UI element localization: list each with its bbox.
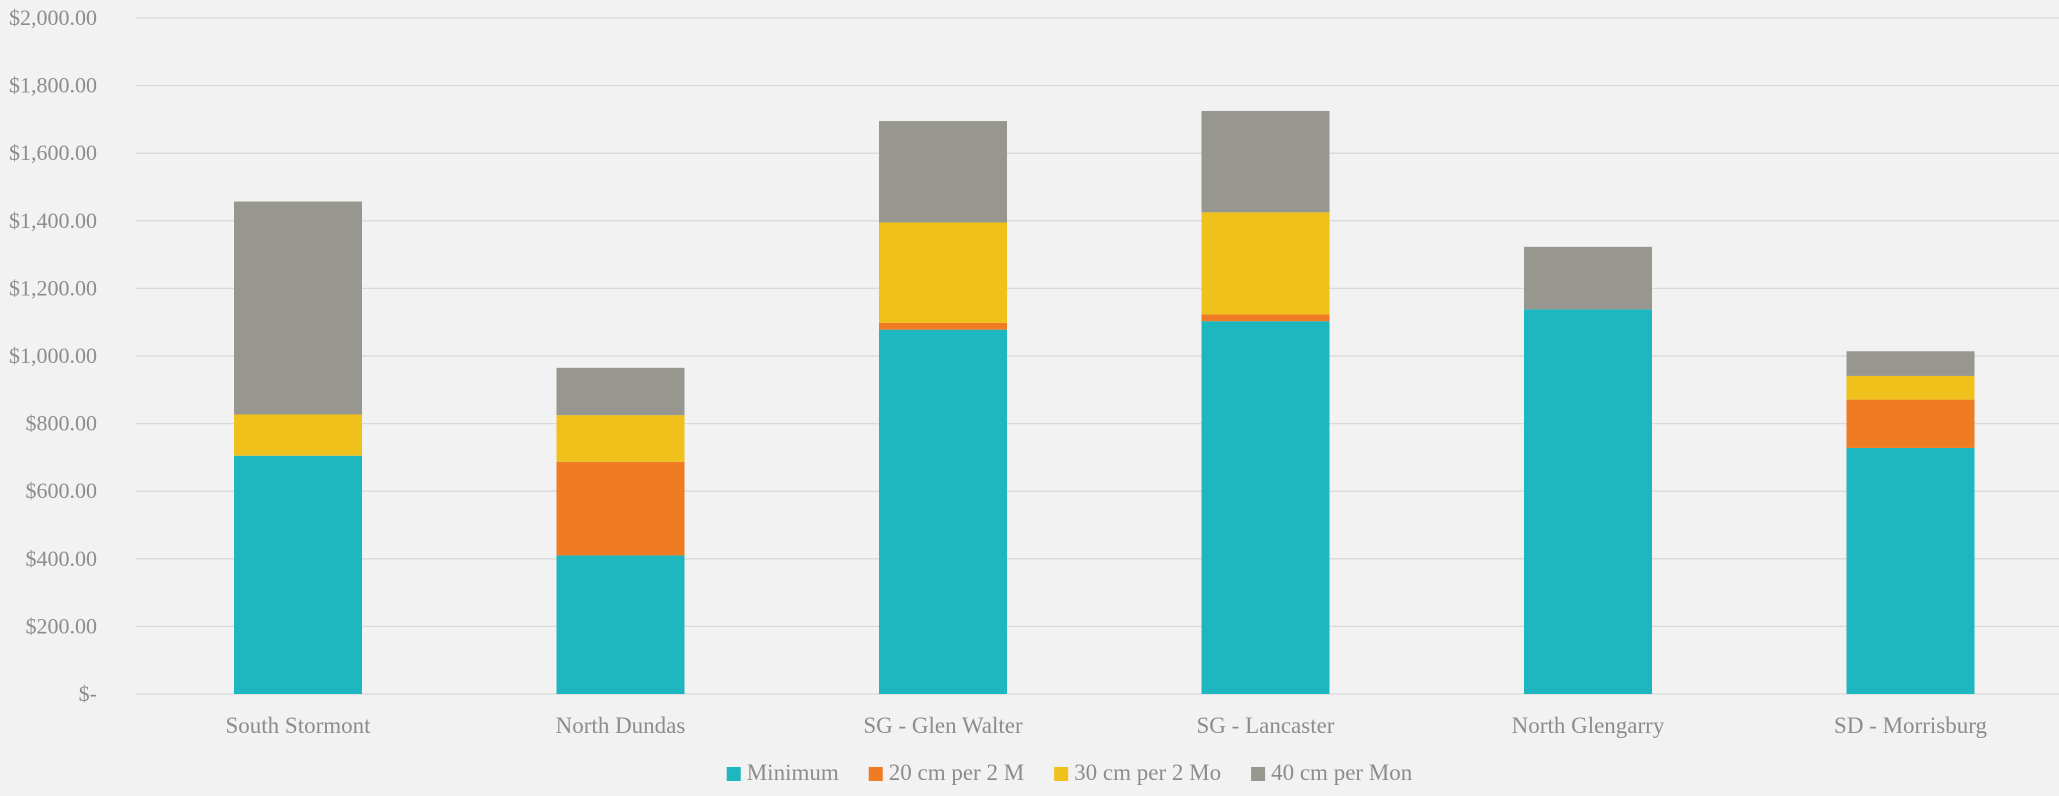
bar-segment — [1846, 447, 1975, 694]
legend-swatch — [726, 767, 741, 781]
bar-segment — [1524, 246, 1652, 310]
bar-segment — [1846, 351, 1975, 376]
x-category-label: North Dundas — [556, 713, 686, 738]
x-category-label: North Glengarry — [1512, 713, 1665, 738]
y-tick-label: $1,000.00 — [9, 343, 97, 368]
y-tick-label: $2,000.00 — [9, 5, 97, 30]
legend-swatch — [1251, 767, 1266, 781]
bar-segment — [1846, 399, 1975, 448]
bar-segment — [879, 222, 1007, 323]
bar-segment — [1524, 309, 1652, 694]
gridlines — [136, 17, 2059, 695]
x-category-label: South Stormont — [225, 713, 371, 738]
y-tick-label: $600.00 — [26, 478, 98, 503]
bar-segment — [234, 201, 362, 415]
y-axis-tick-labels: $- $200.00 $400.00 $600.00 $800.00 $1,000.00 $… — [9, 5, 97, 706]
bar-segment — [556, 415, 685, 462]
y-tick-label: $1,200.00 — [9, 275, 97, 300]
x-category-label: SG - Glen Walter — [863, 713, 1023, 738]
legend-label: 30 cm per 2 Mo — [1074, 760, 1221, 785]
bar-segment — [556, 555, 685, 694]
legend-label: 40 cm per Mon — [1271, 760, 1413, 785]
y-tick-label: $- — [79, 681, 97, 706]
y-tick-label: $1,400.00 — [9, 208, 97, 233]
bar-segment — [879, 322, 1007, 330]
x-category-label: SD - Morrisburg — [1834, 713, 1987, 738]
y-tick-label: $400.00 — [26, 546, 98, 571]
legend-item: Minimum — [726, 760, 839, 785]
bar-segment — [1201, 321, 1330, 694]
y-tick-label: $800.00 — [26, 411, 98, 436]
x-category-label: SG - Lancaster — [1197, 713, 1335, 738]
bar-segment — [879, 121, 1007, 223]
x-axis-category-labels: South Stormont North Dundas SG - Glen Walt… — [225, 713, 1987, 738]
legend-swatch — [1054, 767, 1069, 781]
bar-segment — [879, 329, 1007, 694]
bar-segment — [1201, 110, 1330, 213]
legend-item: 40 cm per Mon — [1251, 760, 1413, 785]
legend-label: Minimum — [747, 760, 839, 785]
bar-segment — [556, 461, 685, 556]
y-tick-label: $200.00 — [26, 613, 98, 638]
legend-item: 30 cm per 2 Mo — [1054, 760, 1221, 785]
legend-label: 20 cm per 2 M — [889, 760, 1024, 785]
bar-segment — [234, 455, 362, 694]
bar-segment — [1201, 212, 1330, 315]
bar-segment — [1846, 375, 1975, 400]
legend-swatch — [868, 767, 883, 781]
bar-segment — [556, 367, 685, 416]
y-tick-label: $1,600.00 — [9, 140, 97, 165]
bar-segment — [1201, 314, 1330, 322]
legend: Minimum 20 cm per 2 M 30 cm per 2 Mo 40 cm … — [726, 760, 1413, 785]
bar-segment — [234, 414, 362, 456]
bars — [234, 110, 1975, 694]
y-tick-label: $1,800.00 — [9, 73, 97, 98]
legend-item: 20 cm per 2 M — [868, 760, 1024, 785]
